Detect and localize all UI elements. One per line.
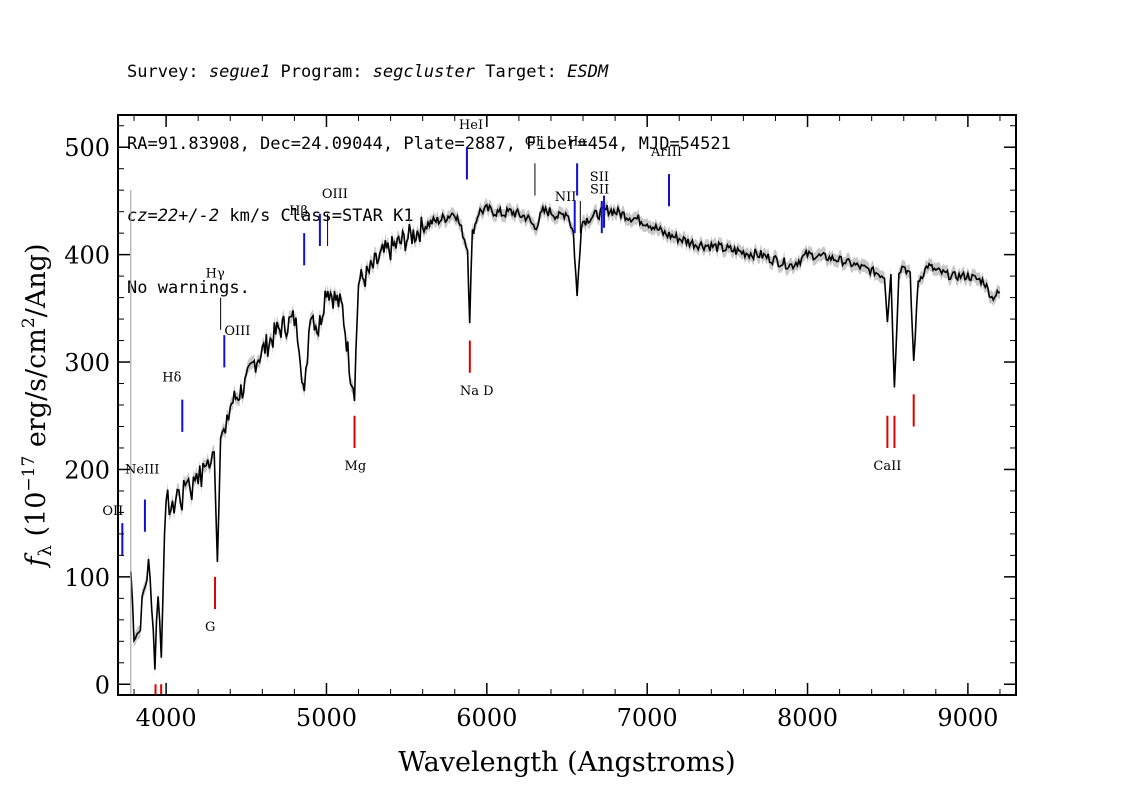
y-tick-label-3: 300 [64, 349, 110, 377]
emission-label-13: SII [590, 170, 609, 185]
survey-value: segue1 [208, 62, 271, 82]
target-value: ESDM [567, 62, 609, 82]
x-tick-label-4: 8000 [777, 704, 838, 732]
class-text: km/s Class=STAR K1 [219, 206, 414, 226]
emission-label-14: SII [590, 183, 609, 198]
x-tick-label-1: 5000 [296, 704, 357, 732]
emission-label-1: NeIII [125, 463, 159, 478]
axis-ticks: 4000 5000 6000 7000 8000 9000 0 100 200 300 400 500 [64, 115, 1016, 732]
absorption-label-4: Na D [460, 384, 494, 399]
emission-label-15: ArIII [650, 145, 682, 160]
absorption-label-5: CaII [873, 459, 901, 474]
header-line-redshift: cz=22+/-2 km/s Class=STAR K1 [127, 204, 731, 228]
y-tick-label-1: 100 [64, 564, 110, 592]
emission-label-8: HeI [459, 118, 483, 133]
x-tick-label-2: 6000 [456, 704, 517, 732]
y-axis-title: fλ (10−17 erg/s/cm2/Ang) [19, 244, 56, 569]
header-line-warnings: No warnings. [127, 278, 250, 298]
target-label: Target: [475, 62, 568, 82]
emission-label-5: Hβ [289, 204, 308, 219]
emission-label-3: Hγ [206, 267, 225, 282]
x-tick-label-3: 7000 [617, 704, 678, 732]
emission-label-0: OII [102, 504, 123, 519]
emission-label-11: Hα [567, 134, 587, 149]
x-axis-title: Wavelength (Angstroms) [398, 747, 735, 778]
y-tick-label-0: 0 [95, 671, 110, 699]
y-tick-label-5: 500 [64, 134, 110, 162]
program-label: Program: [270, 62, 373, 82]
y-tick-label-4: 400 [64, 242, 110, 270]
x-tick-label-0: 4000 [136, 704, 197, 732]
survey-label: Survey: [127, 62, 209, 82]
emission-label-9: OI [525, 134, 541, 149]
y-tick-label-2: 200 [64, 456, 110, 484]
emission-label-4: OIII [224, 324, 250, 339]
absorption-label-3: Mg [345, 459, 367, 474]
spectrum-header: Survey: segue1 Program: segcluster Targe… [127, 12, 731, 324]
spectrum-line [130, 203, 1001, 670]
emission-label-10: NII [555, 190, 577, 205]
cz-value: cz=22+/-2 [127, 206, 220, 226]
x-tick-label-5: 9000 [937, 704, 998, 732]
emission-label-6: OIII [322, 187, 348, 202]
header-line-survey: Survey: segue1 Program: segcluster Targe… [127, 60, 731, 84]
emission-label-2: Hδ [162, 371, 181, 386]
absorption-label-2: G [205, 620, 215, 635]
program-value: segcluster [372, 62, 476, 82]
header-line-coordinates: RA=91.83908, Dec=24.09044, Plate=2887, F… [127, 134, 731, 154]
